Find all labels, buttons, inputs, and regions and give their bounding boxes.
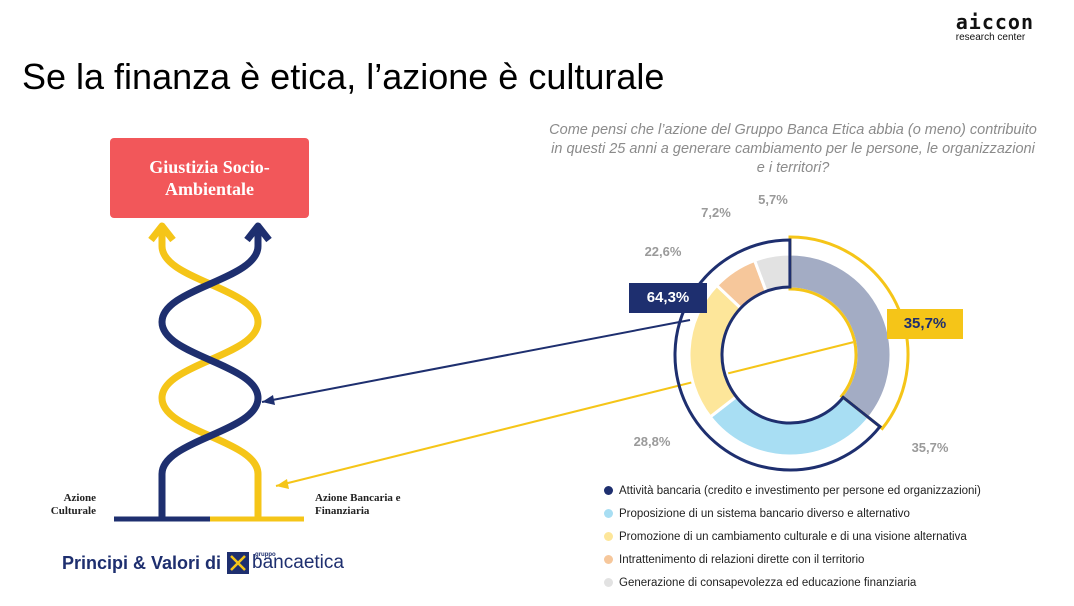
slice-value-label: 5,7%: [758, 192, 788, 207]
legend-label: Proposizione di un sistema bancario dive…: [619, 507, 910, 520]
slice-value-label: 35,7%: [912, 440, 949, 455]
donut-labels: 35,7% 28,8% 22,6% 7,2% 5,7%: [634, 192, 949, 455]
legend-dot: [604, 486, 613, 495]
yellow-arrowhead: [148, 222, 176, 243]
slide-title: Se la finanza è etica, l’azione è cultur…: [22, 56, 665, 97]
donut-slice: [708, 393, 872, 458]
footer: Principi & Valori di gruppo bancaetica: [62, 552, 344, 574]
legend-dot: [604, 532, 613, 541]
bank-name: bancaetica: [252, 552, 344, 573]
legend-label: Intrattenimento di relazioni dirette con…: [619, 553, 865, 566]
donut-chart: [673, 235, 910, 472]
justice-box: Giustizia Socio-Ambientale: [110, 138, 309, 218]
yellow-connector-head: [276, 479, 289, 489]
yellow-connector: [275, 337, 871, 487]
logo-subtitle: research center: [955, 32, 1026, 43]
footer-text: Principi & Valori di: [62, 552, 222, 573]
label-azione-culturale: Azione Culturale: [50, 492, 96, 517]
group-outline-navy: [673, 238, 883, 472]
group-badge-navy: 64,3%: [629, 283, 707, 313]
slice-value-label: 22,6%: [645, 244, 682, 259]
legend-item: Proposizione di un sistema bancario dive…: [604, 507, 981, 520]
legend-dot: [604, 555, 613, 564]
legend-dot: [604, 509, 613, 518]
label-azione-bancaria: Azione Bancaria e Finanziaria: [315, 492, 401, 517]
navy-arrowhead: [244, 222, 272, 243]
legend-label: Attività bancaria (credito e investiment…: [619, 484, 981, 497]
legend-item: Generazione di consapevolezza ed educazi…: [604, 576, 981, 589]
bank-group-label: gruppo: [255, 552, 276, 558]
group-outline-yellow: [788, 235, 910, 431]
navy-connector: [261, 319, 691, 403]
donut-slice: [788, 252, 893, 421]
banca-etica-logo: gruppo bancaetica: [227, 552, 344, 574]
group-badge-yellow: 35,7%: [887, 309, 963, 339]
aiccon-logo: aiccon research center: [956, 12, 1034, 44]
banca-etica-mark-icon: [227, 552, 250, 574]
navy-strand: [158, 228, 262, 522]
navy-connector-head: [262, 395, 275, 405]
legend-label: Promozione di un cambiamento culturale e…: [619, 530, 967, 543]
legend-item: Promozione di un cambiamento culturale e…: [604, 530, 981, 543]
legend-item: Attività bancaria (credito e investiment…: [604, 484, 981, 497]
chart-legend: Attività bancaria (credito e investiment…: [604, 484, 981, 599]
slice-value-label: 28,8%: [634, 434, 671, 449]
logo-word: aiccon: [955, 10, 1034, 34]
slice-value-label: 7,2%: [701, 205, 731, 220]
legend-item: Intrattenimento di relazioni dirette con…: [604, 553, 981, 566]
chart-question: Come pensi che l’azione del Gruppo Banca…: [549, 122, 1037, 176]
legend-dot: [604, 578, 613, 587]
legend-label: Generazione di consapevolezza ed educazi…: [619, 576, 917, 589]
